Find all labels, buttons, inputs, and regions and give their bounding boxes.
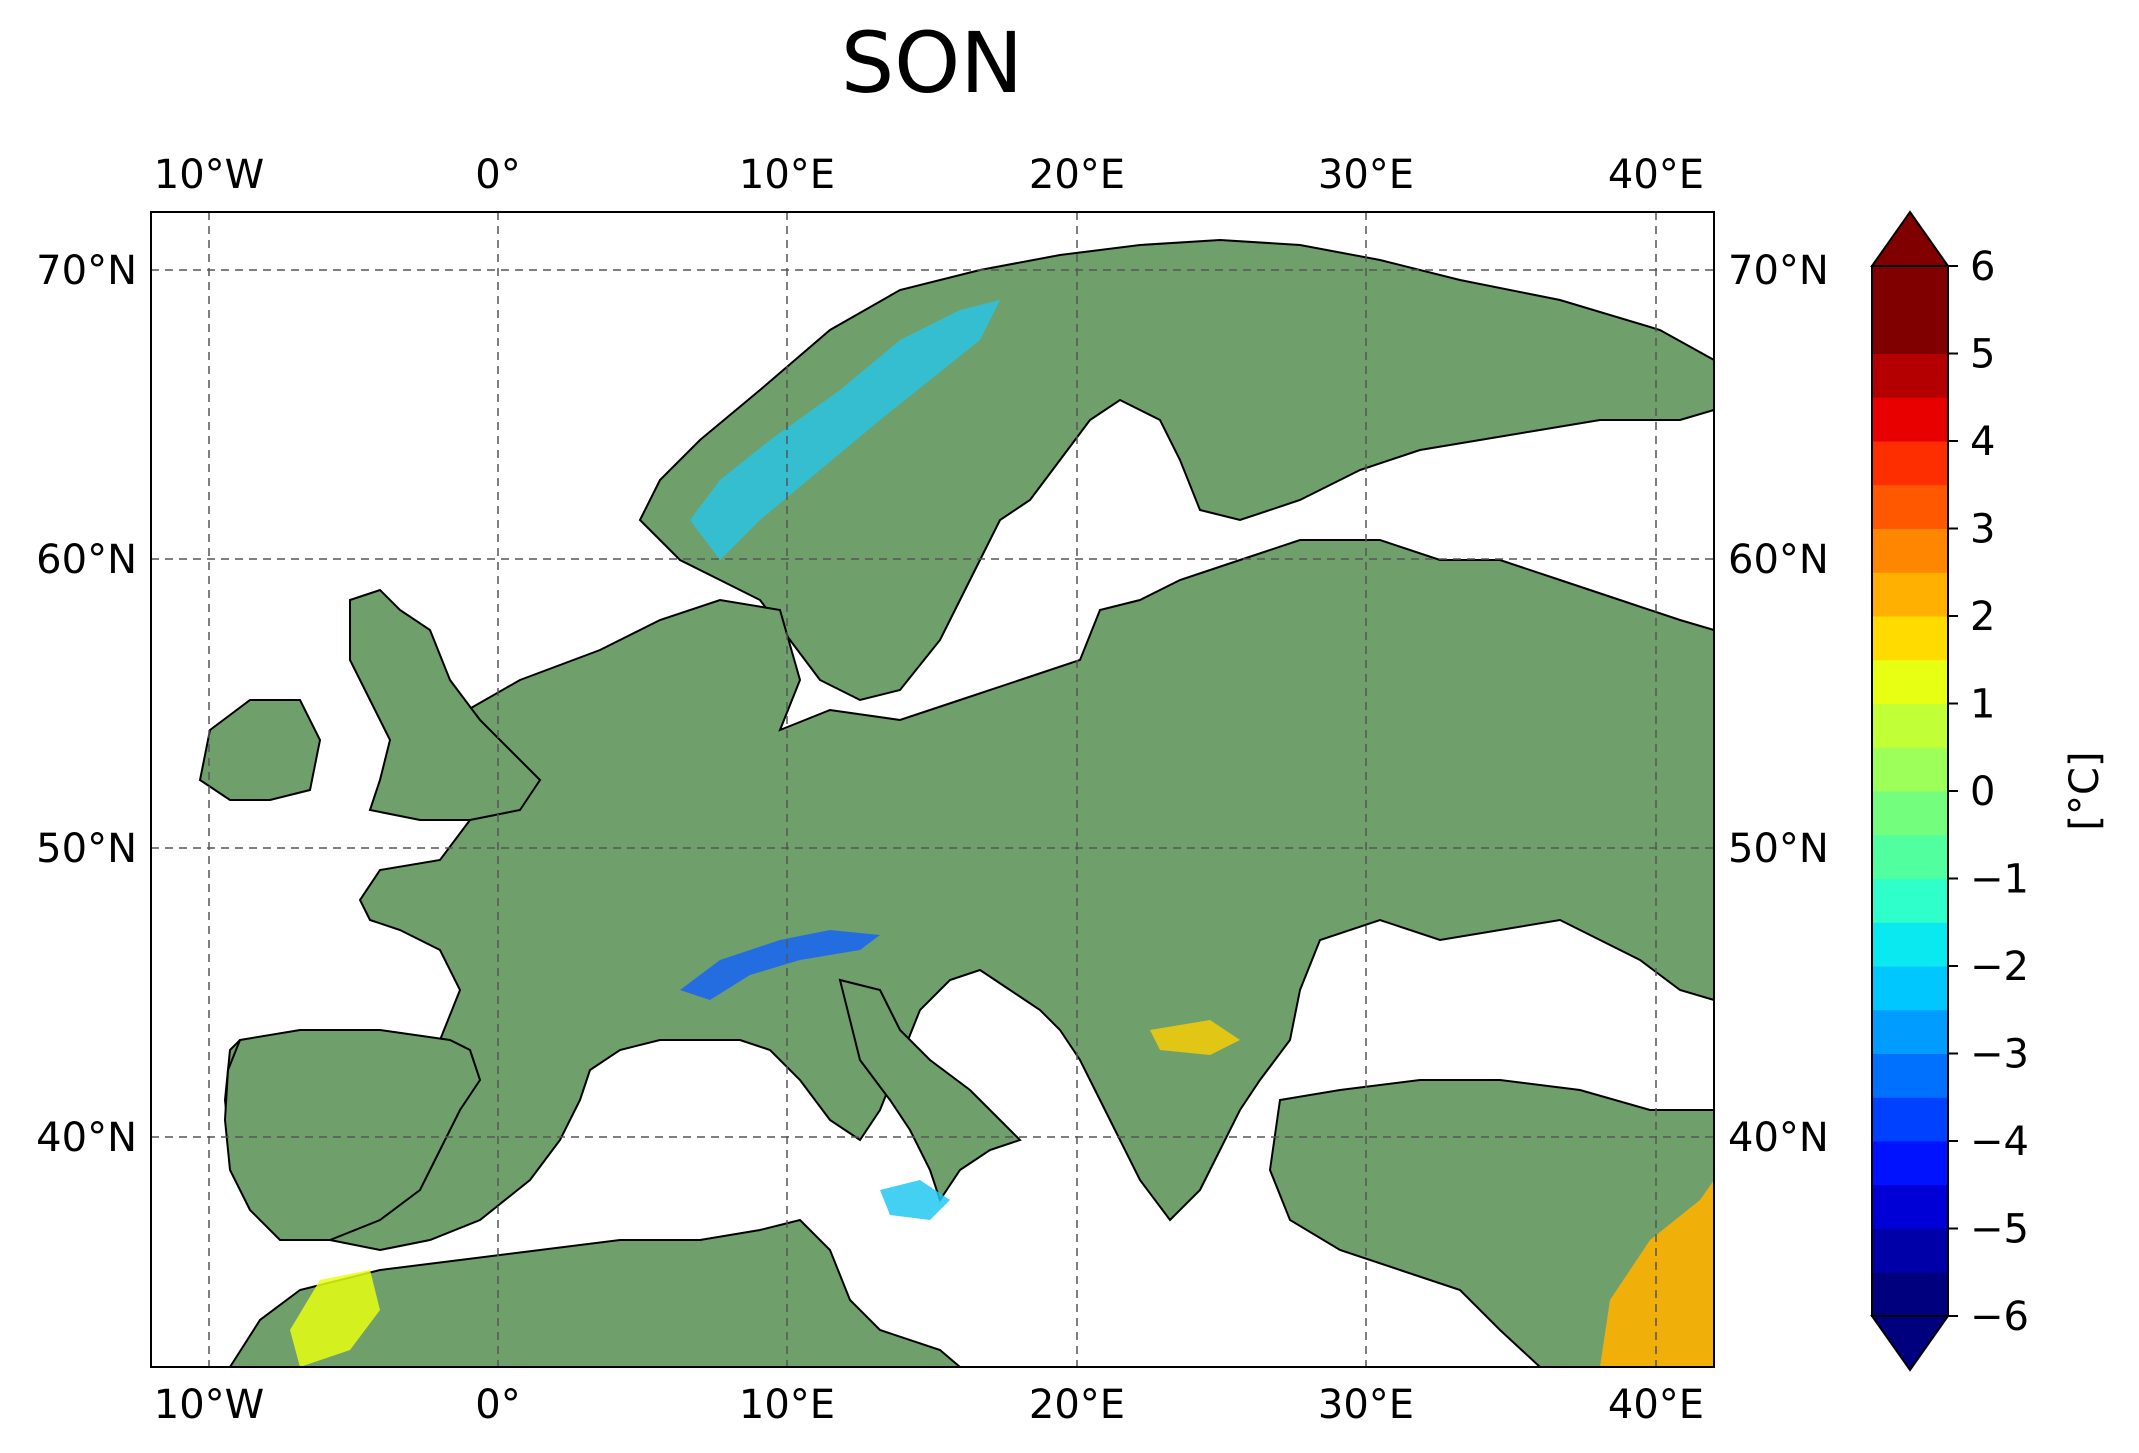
lon-tick-label: 10°W: [154, 152, 264, 198]
colorbar-tick-label: 1: [1970, 682, 1995, 728]
lon-tick-label: 10°W: [154, 1382, 264, 1428]
colorbar-band: [1872, 1053, 1948, 1098]
colorbar-band: [1872, 616, 1948, 661]
gridlines: [151, 212, 1714, 1367]
lat-tick-label: 50°N: [36, 826, 137, 872]
lat-tick-label: 40°N: [36, 1115, 137, 1161]
colorbar-tick-label: −3: [1970, 1032, 2029, 1078]
lat-tick-label: 60°N: [36, 537, 137, 583]
anomaly-alps: [680, 930, 880, 1000]
lon-tick-label: 0°: [475, 152, 520, 198]
colorbar-tick-label: 4: [1970, 419, 1995, 465]
colorbar-band: [1872, 966, 1948, 1011]
colorbar-band: [1872, 397, 1948, 442]
anomaly-patches: [290, 300, 1714, 1367]
colorbar-band: [1872, 266, 1948, 311]
lon-tick-label: 30°E: [1318, 152, 1414, 198]
colorbar-band: [1872, 1141, 1948, 1186]
land-italy: [838, 978, 1022, 1203]
land-continental-europe: [223, 539, 1715, 1252]
colorbar-bands: [1872, 266, 1948, 1317]
lon-labels-top: 10°W 0° 10°E 20°E 30°E 40°E: [154, 152, 1704, 198]
land-great-britain: [349, 588, 542, 821]
colorbar-band: [1872, 309, 1948, 354]
colorbar-tick-label: 3: [1970, 507, 1995, 553]
colorbar-tick-label: 6: [1970, 244, 1995, 290]
figure-title: SON: [841, 14, 1023, 112]
colorbar-band: [1872, 1184, 1948, 1229]
colorbar-tick-label: −5: [1970, 1207, 2029, 1253]
anomaly-atlas: [290, 1270, 380, 1367]
lon-tick-label: 40°E: [1608, 152, 1704, 198]
anomaly-middle-east: [1600, 1180, 1714, 1367]
colorbar-tick-label: −2: [1970, 944, 2029, 990]
colorbar-extend-bottom: [1870, 1315, 1950, 1372]
lon-tick-label: 40°E: [1608, 1382, 1704, 1428]
colorbar-band: [1872, 1097, 1948, 1142]
lon-tick-label: 10°E: [739, 1382, 835, 1428]
anomaly-calabria: [880, 1180, 950, 1220]
lat-labels-left: 70°N 60°N 50°N 40°N: [36, 248, 137, 1161]
colorbar-band: [1872, 834, 1948, 879]
colorbar-band: [1872, 747, 1948, 792]
colorbar-tick-label: −4: [1970, 1119, 2029, 1165]
colorbar-label: [°C]: [2062, 751, 2108, 830]
colorbar-tick-label: 5: [1970, 332, 1995, 378]
colorbar-band: [1872, 1272, 1948, 1317]
lon-tick-label: 0°: [475, 1382, 520, 1428]
colorbar-band: [1872, 791, 1948, 836]
colorbar-band: [1872, 922, 1948, 967]
colorbar-band: [1872, 659, 1948, 704]
colorbar: 6 5 4 3 2 1 0 −1 −2 −3 −4 −5 −6 [°C]: [1870, 210, 2108, 1372]
colorbar-band: [1872, 528, 1948, 573]
lat-tick-label: 70°N: [1728, 248, 1829, 294]
land-iberia: [223, 1029, 482, 1241]
lat-tick-label: 70°N: [36, 248, 137, 294]
colorbar-band: [1872, 1009, 1948, 1054]
colorbar-band: [1872, 484, 1948, 529]
colorbar-band: [1872, 572, 1948, 617]
map-frame: [150, 211, 1715, 1368]
lat-tick-label: 50°N: [1728, 826, 1829, 872]
colorbar-tick-label: −6: [1970, 1294, 2029, 1340]
lat-labels-right: 70°N 60°N 50°N 40°N: [1728, 248, 1829, 1161]
lon-tick-label: 10°E: [739, 152, 835, 198]
colorbar-band: [1872, 441, 1948, 486]
lat-tick-label: 60°N: [1728, 537, 1829, 583]
lon-labels-bottom: 10°W 0° 10°E 20°E 30°E 40°E: [154, 1382, 1704, 1428]
map-area: [150, 211, 1715, 1368]
colorbar-extend-top: [1870, 210, 1950, 267]
lon-tick-label: 20°E: [1029, 152, 1125, 198]
colorbar-band: [1872, 353, 1948, 398]
lon-tick-label: 30°E: [1318, 1382, 1414, 1428]
lon-tick-label: 20°E: [1029, 1382, 1125, 1428]
colorbar-band: [1872, 1228, 1948, 1273]
colorbar-band: [1872, 703, 1948, 748]
colorbar-tick-label: −1: [1970, 857, 2029, 903]
colorbar-ticks: 6 5 4 3 2 1 0 −1 −2 −3 −4 −5 −6: [1948, 244, 2029, 1340]
land-ireland: [198, 699, 322, 801]
colorbar-tick-label: 0: [1970, 769, 1995, 815]
anomaly-pannonian: [1150, 1020, 1240, 1055]
lat-tick-label: 40°N: [1728, 1115, 1829, 1161]
colorbar-band: [1872, 878, 1948, 923]
anomaly-scandes: [690, 300, 1000, 560]
colorbar-tick-label: 2: [1970, 594, 1995, 640]
